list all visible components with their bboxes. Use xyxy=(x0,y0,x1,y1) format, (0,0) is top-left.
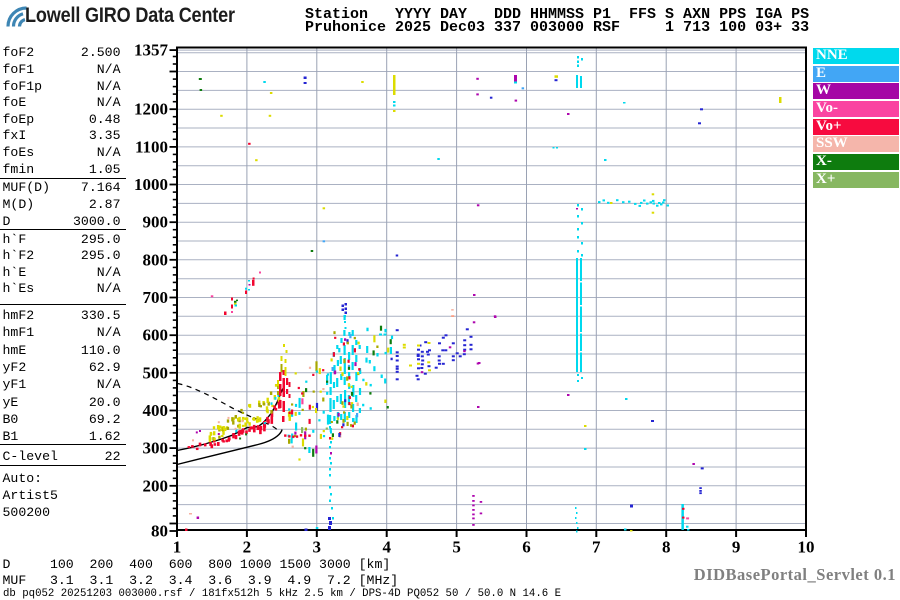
svg-text:9: 9 xyxy=(732,538,741,557)
svg-text:80: 80 xyxy=(151,522,168,541)
svg-text:6: 6 xyxy=(522,538,531,557)
svg-text:1357: 1357 xyxy=(134,41,169,60)
svg-text:300: 300 xyxy=(143,439,169,458)
svg-text:500: 500 xyxy=(143,363,169,382)
svg-text:7: 7 xyxy=(592,538,601,557)
svg-text:2: 2 xyxy=(243,538,252,557)
svg-text:800: 800 xyxy=(143,250,169,269)
svg-text:1: 1 xyxy=(173,538,182,557)
svg-text:4: 4 xyxy=(382,538,391,557)
svg-text:1000: 1000 xyxy=(134,175,168,194)
svg-text:1200: 1200 xyxy=(134,100,168,119)
svg-text:600: 600 xyxy=(143,326,169,345)
svg-text:1100: 1100 xyxy=(135,137,168,156)
svg-text:5: 5 xyxy=(452,538,461,557)
svg-text:10: 10 xyxy=(798,538,815,557)
svg-text:900: 900 xyxy=(143,213,169,232)
svg-text:8: 8 xyxy=(662,538,671,557)
svg-text:3: 3 xyxy=(313,538,322,557)
svg-text:700: 700 xyxy=(143,288,169,307)
svg-text:200: 200 xyxy=(143,476,169,495)
svg-text:400: 400 xyxy=(143,401,169,420)
